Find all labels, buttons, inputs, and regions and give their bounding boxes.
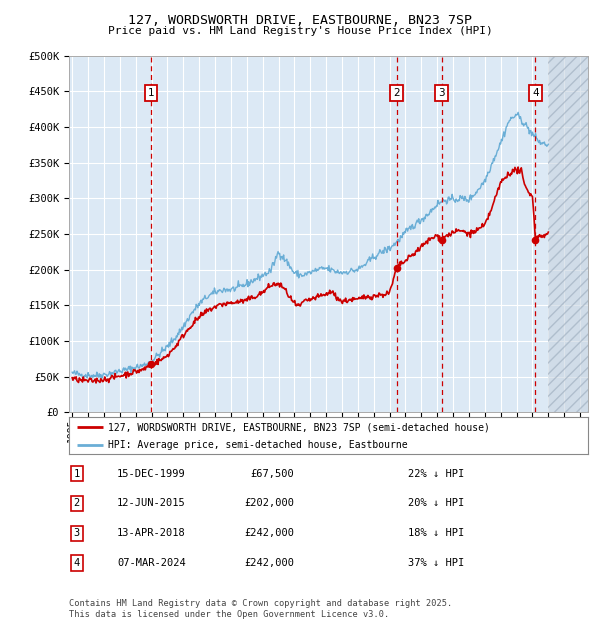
- Text: £202,000: £202,000: [244, 498, 294, 508]
- Text: 18% ↓ HPI: 18% ↓ HPI: [408, 528, 464, 538]
- Text: £242,000: £242,000: [244, 558, 294, 568]
- Text: 127, WORDSWORTH DRIVE, EASTBOURNE, BN23 7SP (semi-detached house): 127, WORDSWORTH DRIVE, EASTBOURNE, BN23 …: [108, 422, 490, 432]
- Text: 4: 4: [532, 88, 539, 98]
- Text: £242,000: £242,000: [244, 528, 294, 538]
- Text: 1: 1: [148, 88, 154, 98]
- Text: 07-MAR-2024: 07-MAR-2024: [117, 558, 186, 568]
- Text: 15-DEC-1999: 15-DEC-1999: [117, 469, 186, 479]
- Text: HPI: Average price, semi-detached house, Eastbourne: HPI: Average price, semi-detached house,…: [108, 440, 407, 450]
- Text: 2: 2: [393, 88, 400, 98]
- Text: 3: 3: [439, 88, 445, 98]
- Text: 13-APR-2018: 13-APR-2018: [117, 528, 186, 538]
- Text: 4: 4: [74, 558, 80, 568]
- Text: Price paid vs. HM Land Registry's House Price Index (HPI): Price paid vs. HM Land Registry's House …: [107, 26, 493, 36]
- Text: 1: 1: [74, 469, 80, 479]
- Bar: [548, 56, 588, 412]
- Text: 37% ↓ HPI: 37% ↓ HPI: [408, 558, 464, 568]
- Text: 22% ↓ HPI: 22% ↓ HPI: [408, 469, 464, 479]
- Text: 12-JUN-2015: 12-JUN-2015: [117, 498, 186, 508]
- Text: 127, WORDSWORTH DRIVE, EASTBOURNE, BN23 7SP: 127, WORDSWORTH DRIVE, EASTBOURNE, BN23 …: [128, 14, 472, 27]
- Text: 3: 3: [74, 528, 80, 538]
- Text: £67,500: £67,500: [250, 469, 294, 479]
- Text: 2: 2: [74, 498, 80, 508]
- Text: Contains HM Land Registry data © Crown copyright and database right 2025.
This d: Contains HM Land Registry data © Crown c…: [69, 600, 452, 619]
- Text: 20% ↓ HPI: 20% ↓ HPI: [408, 498, 464, 508]
